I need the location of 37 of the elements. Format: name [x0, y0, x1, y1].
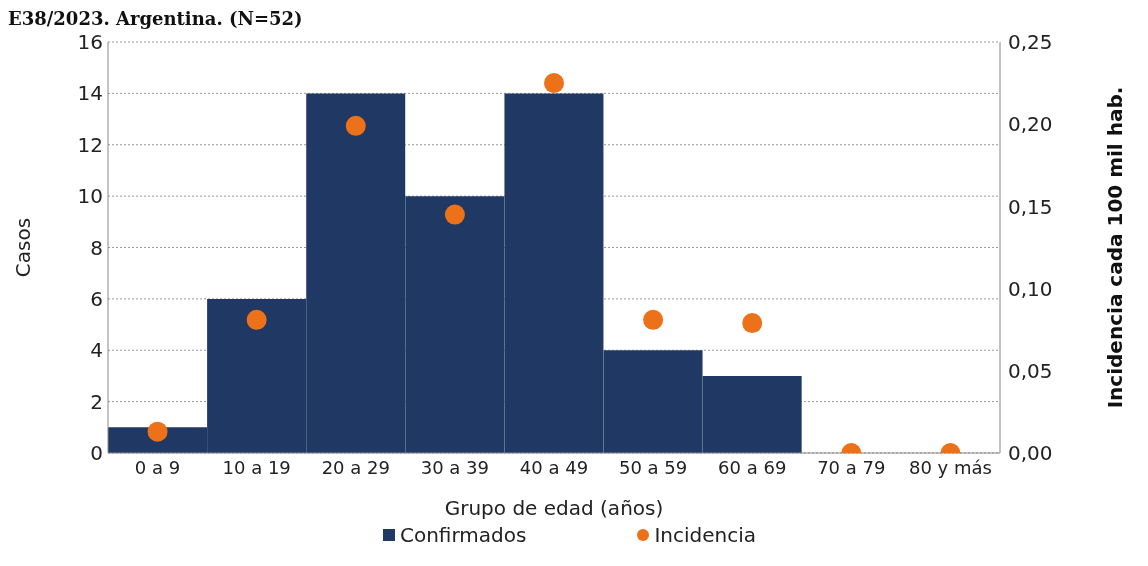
y2-axis-title: Incidencia cada 100 mil hab. — [1103, 86, 1128, 409]
y-axis-title: Casos — [11, 217, 36, 278]
y2-tick-label: 0,20 — [1008, 112, 1053, 137]
y-tick-label: 8 — [90, 235, 103, 260]
point — [643, 309, 664, 330]
y2-tick-label: 0,15 — [1008, 194, 1053, 219]
y-tick-label: 14 — [76, 81, 103, 106]
y2-tick-label: 0,05 — [1008, 358, 1053, 383]
legend-label: Confirmados — [398, 523, 527, 547]
x-tick-label: 30 a 39 — [420, 456, 490, 478]
y-tick-label: 4 — [89, 338, 103, 363]
y-tick-label: 12 — [76, 132, 103, 157]
x-tick-label: 70 a 79 — [817, 456, 886, 478]
x-tick-label: 10 a 19 — [222, 456, 291, 478]
point — [544, 73, 564, 94]
x-tick-label: 50 a 59 — [618, 456, 688, 478]
y2-tick-label: 0,25 — [1008, 30, 1053, 55]
x-tick-label: 60 a 69 — [718, 456, 787, 478]
y2-tick-label: 0,10 — [1008, 276, 1053, 301]
y2-tick-label: 0,00 — [1008, 441, 1053, 466]
y-tick-label: 6 — [89, 286, 103, 311]
legend-label: Incidencia — [653, 523, 757, 547]
x-tick-label: 20 a 29 — [321, 456, 390, 478]
x-tick-label: 40 a 49 — [519, 456, 589, 478]
y-tick-label: 0 — [89, 441, 103, 465]
point — [345, 115, 366, 136]
x-tick-label: 0 a 9 — [134, 456, 181, 478]
point — [444, 204, 465, 225]
point — [147, 421, 168, 442]
y-tick-label: 2 — [89, 389, 103, 414]
x-axis-title: Grupo de edad (años) — [444, 496, 664, 520]
y-tick-label: 10 — [76, 184, 103, 209]
y-tick-label: 16 — [76, 30, 103, 54]
point — [246, 309, 267, 330]
point — [742, 313, 763, 334]
chart-title: E38/2023. Argentina. (N=52) — [8, 8, 303, 29]
x-tick-label: 80 y más — [908, 456, 992, 478]
